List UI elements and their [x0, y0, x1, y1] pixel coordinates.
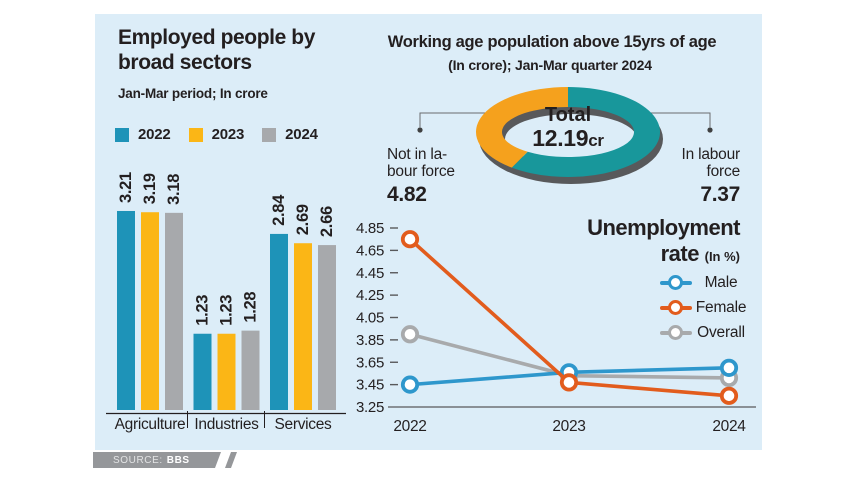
y-tick-label: 3.45: [356, 377, 384, 394]
x-tick-label: 2024: [712, 418, 746, 435]
legend-label-2023: 2023: [211, 126, 245, 143]
donut-label-not-in-labour-force: Not in la- bour force 4.82: [387, 146, 455, 206]
callout-dot: [417, 127, 423, 133]
donut-total-label: Total: [544, 104, 592, 126]
y-tick-label: 4.05: [356, 310, 384, 327]
donut-right-label-line1: In labour: [681, 146, 740, 163]
bar-chart-title: Employed people by broad sectors: [118, 25, 315, 75]
donut-right-value: 7.37: [700, 182, 740, 206]
legend-swatch-2023: [188, 127, 203, 142]
legend-item-2024: 2024: [262, 126, 318, 143]
source-value: BBS: [166, 454, 190, 466]
line-chart: 3.25 3.45 3.65 3.85 4.05 4.25 4.45 4.65 4.85 2022…: [356, 220, 756, 435]
bar-value-label: 2.66: [318, 206, 336, 237]
callout-dot: [707, 127, 713, 133]
line-title-word: rate: [660, 240, 700, 266]
line-chart-legend: Male Female Overall: [660, 270, 754, 345]
bar-chart-title-line1: Employed people by: [118, 26, 316, 49]
bar-2023-services: [294, 243, 312, 410]
bar-2022-agriculture: [117, 210, 135, 410]
bar-chart-legend: 2022 2023 2024: [115, 126, 318, 143]
y-tick-label: 3.85: [356, 332, 384, 349]
donut-center-total: Total 12.19cr: [503, 104, 633, 151]
bar-2024-services: [318, 245, 336, 410]
line-title-line1: Unemployment: [587, 215, 740, 240]
marker-female-2023: [559, 373, 579, 392]
y-tick-label: 4.45: [356, 265, 384, 282]
bar-2023-agriculture: [141, 212, 159, 410]
bar-2024-industries: [241, 330, 260, 410]
female-marker-icon: [660, 299, 692, 316]
legend-item-female: Female: [660, 295, 754, 320]
bar-value-label: 3.19: [141, 173, 159, 204]
bar-2024-agriculture: [165, 212, 183, 410]
donut-total-unit: cr: [588, 131, 604, 150]
source-ribbon: SOURCE: BBS: [93, 452, 221, 468]
donut-title: Working age population above 15yrs of ag…: [387, 33, 717, 51]
bar-value-label: 2.84: [270, 194, 288, 226]
donut-label-in-labour-force: In labour force 7.37: [640, 146, 740, 206]
marker-overall-2022: [400, 325, 420, 344]
bar-value-label: 3.21: [117, 172, 135, 203]
legend-swatch-2022: [115, 127, 129, 142]
bar-category-label: Industries: [194, 416, 259, 433]
bar-category-label: Services: [274, 416, 332, 433]
donut-subtitle: (In crore); Jan-Mar quarter 2024: [448, 57, 652, 73]
y-tick-label: 4.25: [356, 287, 384, 304]
y-tick-label: 4.65: [356, 242, 384, 259]
legend-label-2022: 2022: [138, 126, 171, 143]
bar-chart: 3.21 1.23 2.84 3.19 1.23 2.69 3.18 1.28 2.66 Agri…: [106, 172, 346, 433]
y-tick-label: 3.65: [356, 354, 384, 371]
x-tick-label: 2023: [552, 418, 585, 435]
x-tick-label: 2022: [393, 418, 426, 435]
legend-label-overall: Overall: [697, 323, 745, 341]
donut-left-value: 4.82: [387, 182, 427, 206]
bar-value-label: 1.23: [218, 295, 236, 326]
bar-value-label: 3.18: [165, 174, 183, 205]
callout-line: [419, 112, 508, 127]
marker-male-2024: [719, 358, 739, 377]
source-label: SOURCE:: [113, 454, 163, 466]
legend-item-overall: Overall: [660, 320, 754, 345]
marker-female-2022: [400, 230, 420, 249]
legend-swatch-2024: [262, 127, 277, 142]
line-title-line2: rate (In %): [540, 241, 740, 267]
donut-total-number: 12.19: [532, 125, 589, 151]
donut-chart: [417, 87, 713, 184]
bar-category-label: Agriculture: [115, 416, 186, 433]
donut-segment-in-labour-force: [511, 87, 661, 177]
legend-item-2023: 2023: [188, 126, 245, 143]
bar-2023-industries: [217, 333, 236, 410]
bar-2022-services: [270, 233, 288, 410]
donut-left-label-line2: bour force: [387, 163, 455, 181]
legend-item-2022: 2022: [115, 126, 171, 143]
donut-right-label-line2: force: [706, 163, 741, 181]
legend-label-2024: 2024: [285, 126, 318, 143]
overall-marker-icon: [660, 324, 692, 341]
donut-left-label-line1: Not in la-: [387, 146, 448, 163]
marker-male-2022: [400, 375, 420, 394]
legend-item-male: Male: [660, 270, 754, 295]
bar-chart-subtitle: Jan-Mar period; In crore: [118, 86, 268, 101]
bar-value-label: 1.28: [242, 292, 260, 323]
y-tick-label: 4.85: [356, 220, 384, 237]
male-marker-icon: [660, 274, 692, 291]
line-chart-title: Unemployment rate (In %): [540, 215, 740, 267]
marker-female-2024: [719, 386, 739, 405]
bar-value-label: 1.23: [194, 295, 212, 326]
bar-chart-title-line2: broad sectors: [118, 51, 252, 75]
donut-total-value: 12.19cr: [503, 126, 633, 150]
y-tick-label: 3.25: [356, 399, 384, 416]
legend-label-male: Male: [704, 273, 738, 291]
callout-line: [643, 112, 711, 127]
donut-segment-not-in-labour-force: [475, 87, 568, 168]
bar-value-label: 2.69: [294, 204, 312, 235]
bar-2022-industries: [193, 333, 212, 410]
legend-label-female: Female: [695, 298, 747, 316]
line-title-unit: (In %): [704, 248, 740, 264]
